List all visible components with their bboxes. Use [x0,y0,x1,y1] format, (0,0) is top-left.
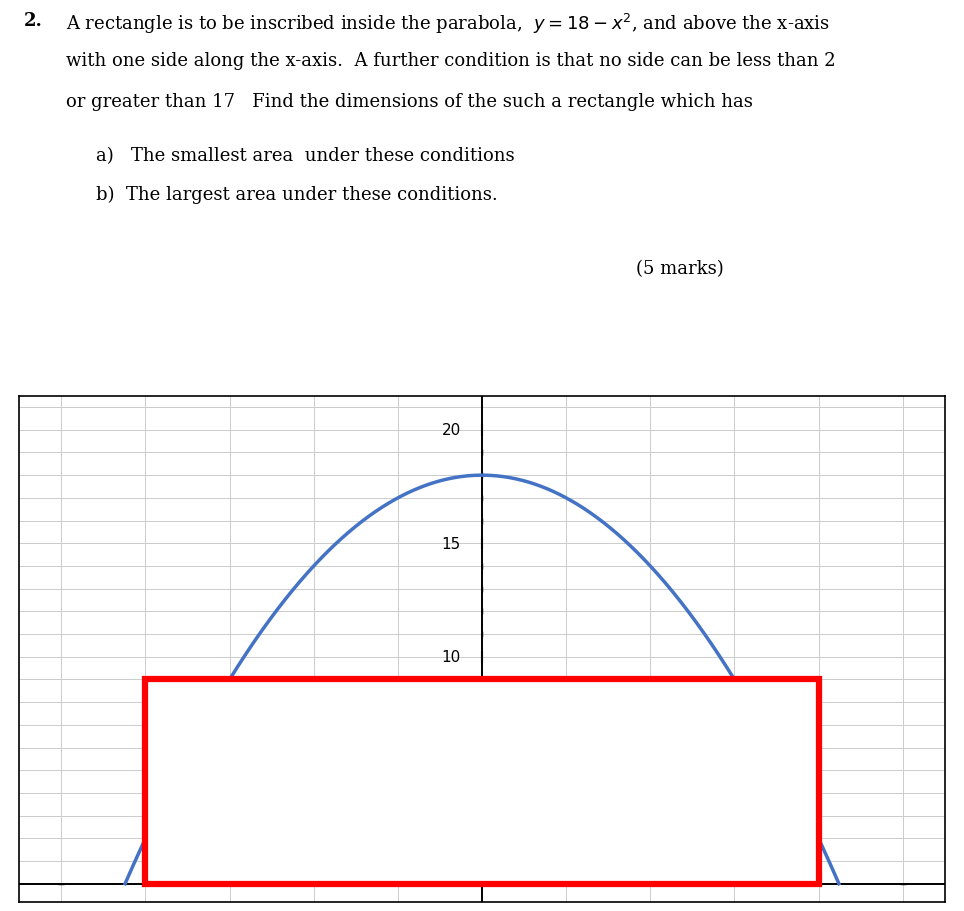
Text: 10: 10 [442,650,461,664]
Text: 20: 20 [442,423,461,438]
Text: or greater than 17   Find the dimensions of the such a rectangle which has: or greater than 17 Find the dimensions o… [66,93,753,111]
Bar [146,680,818,884]
Text: 2.: 2. [24,12,43,29]
Text: (5 marks): (5 marks) [636,260,724,277]
Text: 15: 15 [442,537,461,551]
Text: A rectangle is to be inscribed inside the parabola,  $y = 18 - x^2$, and above t: A rectangle is to be inscribed inside th… [66,12,830,36]
Text: a)   The smallest area  under these conditions: a) The smallest area under these conditi… [96,147,515,165]
Text: b)  The largest area under these conditions.: b) The largest area under these conditio… [96,186,498,204]
Text: with one side along the x-axis.  A further condition is that no side can be less: with one side along the x-axis. A furthe… [66,52,835,70]
